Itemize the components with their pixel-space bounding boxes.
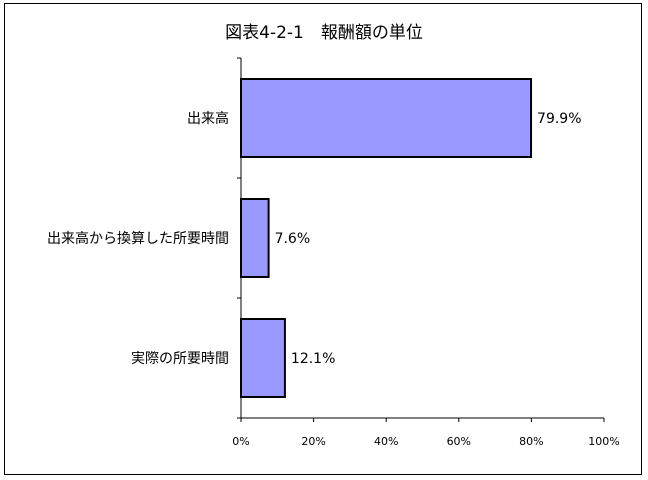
chart-title: 図表4-2-1 報酬額の単位 — [225, 23, 423, 43]
x-tick-label: 20% — [301, 435, 325, 448]
x-tick-label: 40% — [374, 435, 398, 448]
category-label: 出来高 — [187, 110, 229, 127]
x-tick-label: 100% — [588, 435, 619, 448]
bar — [240, 318, 286, 398]
bar — [240, 78, 533, 158]
data-label: 79.9% — [537, 111, 581, 127]
x-tick-label: 80% — [519, 435, 543, 448]
data-label: 12.1% — [291, 351, 335, 367]
x-tick-label: 60% — [447, 435, 471, 448]
category-label: 実際の所要時間 — [131, 351, 229, 367]
data-label: 7.6% — [275, 231, 311, 247]
bar — [240, 198, 270, 278]
x-tick-label: 0% — [232, 435, 249, 448]
category-label: 出来高から換算した所要時間 — [47, 230, 229, 247]
